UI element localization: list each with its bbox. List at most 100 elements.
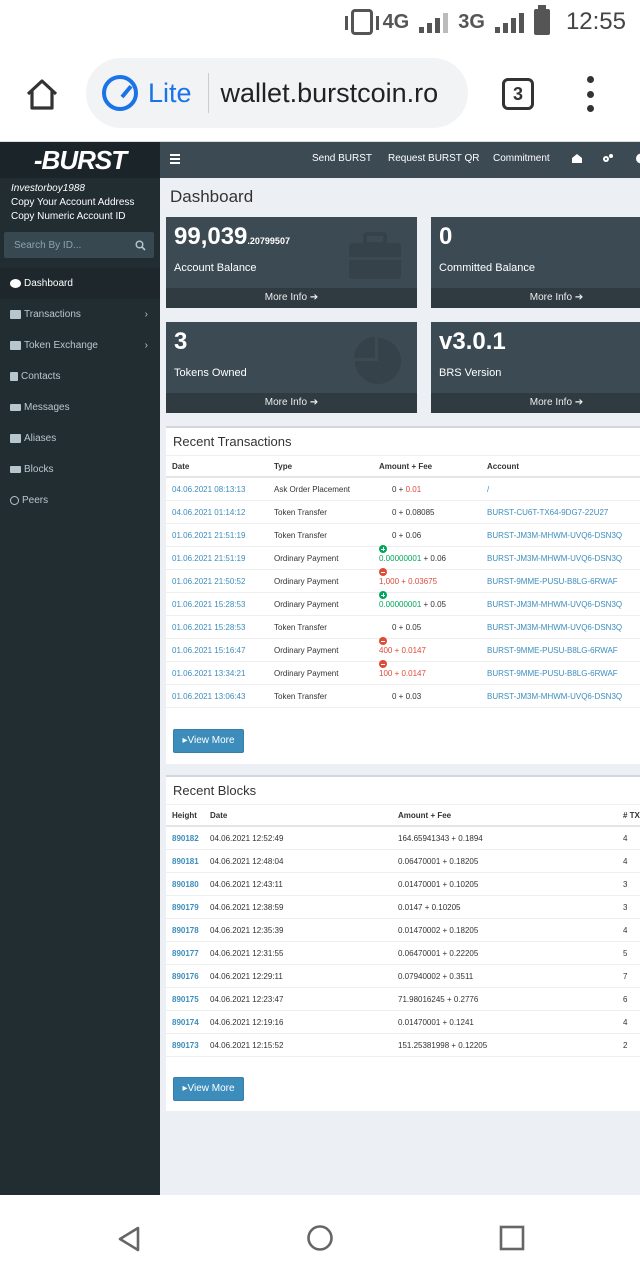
view-more-blocks-button[interactable]: ▸View More [173, 1077, 244, 1101]
block-height-link[interactable]: 890176 [172, 972, 199, 981]
more-info-link[interactable]: More Info ➔ [431, 393, 640, 413]
sidebar-item-label: Token Exchange [24, 340, 98, 351]
brs-version-value: v3.0.1 [439, 328, 506, 355]
tx-account-link[interactable]: BURST-9MME-PUSU-B8LG-6RWAF [487, 669, 618, 678]
back-icon[interactable] [116, 1225, 142, 1253]
col-tx: # TX [623, 811, 640, 820]
col-date: Date [210, 811, 228, 820]
envelope-open-icon[interactable] [571, 153, 583, 164]
briefcase-icon [10, 310, 21, 319]
col-amount: Amount + Fee [379, 462, 433, 471]
overflow-menu-icon[interactable] [584, 76, 596, 112]
sidebar-item-contacts[interactable]: Contacts [0, 361, 160, 392]
account-balance-box: 99,039.20799507 Account Balance More Inf… [166, 217, 417, 308]
table-row: 890182 04.06.2021 12:52:49 164.65941343 + … [166, 827, 640, 850]
tx-account-link[interactable]: BURST-9MME-PUSU-B8LG-6RWAF [487, 577, 618, 586]
signal-icon [419, 11, 449, 33]
more-info-link[interactable]: More Info ➔ [166, 393, 417, 413]
block-height-link[interactable]: 890173 [172, 1041, 199, 1050]
home-circle-icon[interactable] [306, 1224, 334, 1252]
tx-type: Ordinary Payment [274, 600, 339, 609]
tx-date-link[interactable]: 04.06.2021 08:13:13 [172, 485, 246, 494]
tx-date-link[interactable]: 01.06.2021 15:28:53 [172, 623, 246, 632]
tx-date-link[interactable]: 01.06.2021 21:51:19 [172, 554, 246, 563]
block-height-link[interactable]: 890181 [172, 857, 199, 866]
table-row: 890181 04.06.2021 12:48:04 0.06470001 + 0.… [166, 850, 640, 873]
recents-icon[interactable] [499, 1225, 525, 1251]
sidebar-item-aliases[interactable]: Aliases [0, 423, 160, 454]
address-bar[interactable]: Lite wallet.burstcoin.ro [86, 58, 468, 128]
sidebar-item-dashboard[interactable]: Dashboard [0, 268, 160, 299]
tx-date-link[interactable]: 01.06.2021 15:28:53 [172, 600, 246, 609]
tx-account-link[interactable]: BURST-JM3M-MHWM-UVQ6-DSN3Q [487, 531, 623, 540]
user-icon[interactable] [635, 153, 640, 164]
tx-date-link[interactable]: 01.06.2021 13:06:43 [172, 692, 246, 701]
block-height-link[interactable]: 890179 [172, 903, 199, 912]
block-amount-fee: 151.25381998 + 0.12205 [398, 1041, 488, 1050]
network-type-1: 4G [382, 10, 410, 33]
more-info-link[interactable]: More Info ➔ [166, 288, 417, 308]
commitment-link[interactable]: Commitment [493, 153, 550, 164]
tx-account-link[interactable]: BURST-JM3M-MHWM-UVQ6-DSN3Q [487, 600, 623, 609]
tx-account-link[interactable]: / [487, 485, 490, 494]
sidebar-item-label: Aliases [24, 433, 57, 444]
cogs-icon[interactable] [602, 153, 614, 164]
block-height-link[interactable]: 890178 [172, 926, 199, 935]
copy-address-link[interactable]: Copy Your Account Address [11, 197, 135, 208]
block-height-link[interactable]: 890180 [172, 880, 199, 889]
table-row: 890179 04.06.2021 12:38:59 0.0147 + 0.1020… [166, 896, 640, 919]
tx-account-link[interactable]: BURST-JM3M-MHWM-UVQ6-DSN3Q [487, 692, 623, 701]
block-height-link[interactable]: 890174 [172, 1018, 199, 1027]
sidebar-item-peers[interactable]: Peers [0, 485, 160, 516]
sidebar-item-transactions[interactable]: Transactions › [0, 299, 160, 330]
home-icon[interactable] [24, 76, 60, 112]
col-account: Account [487, 462, 519, 471]
send-burst-link[interactable]: Send BURST [312, 153, 373, 164]
table-row: 01.06.2021 15:16:47 Ordinary Payment 400 +… [166, 637, 640, 662]
tx-date-link[interactable]: 01.06.2021 21:50:52 [172, 577, 246, 586]
block-amount-fee: 71.98016245 + 0.2776 [398, 995, 479, 1004]
url-separator [207, 73, 209, 113]
minus-circle-icon [379, 660, 387, 668]
tx-type: Ordinary Payment [274, 577, 339, 586]
sidebar-item-messages[interactable]: Messages [0, 392, 160, 423]
logo-area[interactable]: -BURST [0, 142, 160, 178]
chevron-right-icon: › [144, 340, 148, 351]
sidebar-nav: Dashboard Transactions › Token Exchange › … [0, 268, 160, 516]
tab-switcher-button[interactable]: 3 [502, 78, 534, 110]
view-more-transactions-button[interactable]: ▸View More [173, 729, 244, 753]
block-height-link[interactable]: 890175 [172, 995, 199, 1004]
arrow-circle-right-icon: ➔ [574, 397, 584, 408]
sidebar-item-blocks[interactable]: Blocks [0, 454, 160, 485]
copy-numeric-id-link[interactable]: Copy Numeric Account ID [11, 211, 126, 222]
sidebar-item-token-exchange[interactable]: Token Exchange › [0, 330, 160, 361]
committed-balance-label: Committed Balance [439, 262, 535, 274]
search-input[interactable] [14, 239, 124, 251]
col-amount: Amount + Fee [398, 811, 452, 820]
tx-account-link[interactable]: BURST-CU6T-TX64-9DG7-22U27 [487, 508, 609, 517]
tx-date-link[interactable]: 04.06.2021 01:14:12 [172, 508, 246, 517]
account-balance-value: 99,039.20799507 [174, 223, 290, 250]
block-date: 04.06.2021 12:31:55 [210, 949, 284, 958]
block-height-link[interactable]: 890177 [172, 949, 199, 958]
block-date: 04.06.2021 12:35:39 [210, 926, 284, 935]
more-info-link[interactable]: More Info ➔ [431, 288, 640, 308]
tx-date-link[interactable]: 01.06.2021 13:34:21 [172, 669, 246, 678]
search-icon[interactable] [135, 240, 146, 251]
tx-account-link[interactable]: BURST-JM3M-MHWM-UVQ6-DSN3Q [487, 554, 623, 563]
arrow-circle-right-icon: ➔ [574, 292, 584, 303]
sidebar-item-label: Dashboard [24, 278, 73, 289]
tx-amount-fee: 0.00000001 + 0.05 [379, 591, 446, 616]
request-burst-qr-link[interactable]: Request BURST QR [388, 153, 480, 164]
block-tx-count: 4 [623, 1018, 628, 1027]
committed-balance-value: 0 [439, 223, 453, 250]
block-height-link[interactable]: 890182 [172, 834, 199, 843]
hamburger-menu-icon[interactable] [170, 154, 180, 164]
recent-transactions-panel: Recent Transactions Date Type Amount + F… [166, 426, 640, 764]
tx-account-link[interactable]: BURST-9MME-PUSU-B8LG-6RWAF [487, 646, 618, 655]
tx-date-link[interactable]: 01.06.2021 15:16:47 [172, 646, 246, 655]
block-amount-fee: 164.65941343 + 0.1894 [398, 834, 483, 843]
address-book-icon [10, 372, 18, 381]
tx-account-link[interactable]: BURST-JM3M-MHWM-UVQ6-DSN3Q [487, 623, 623, 632]
tx-date-link[interactable]: 01.06.2021 21:51:19 [172, 531, 246, 540]
